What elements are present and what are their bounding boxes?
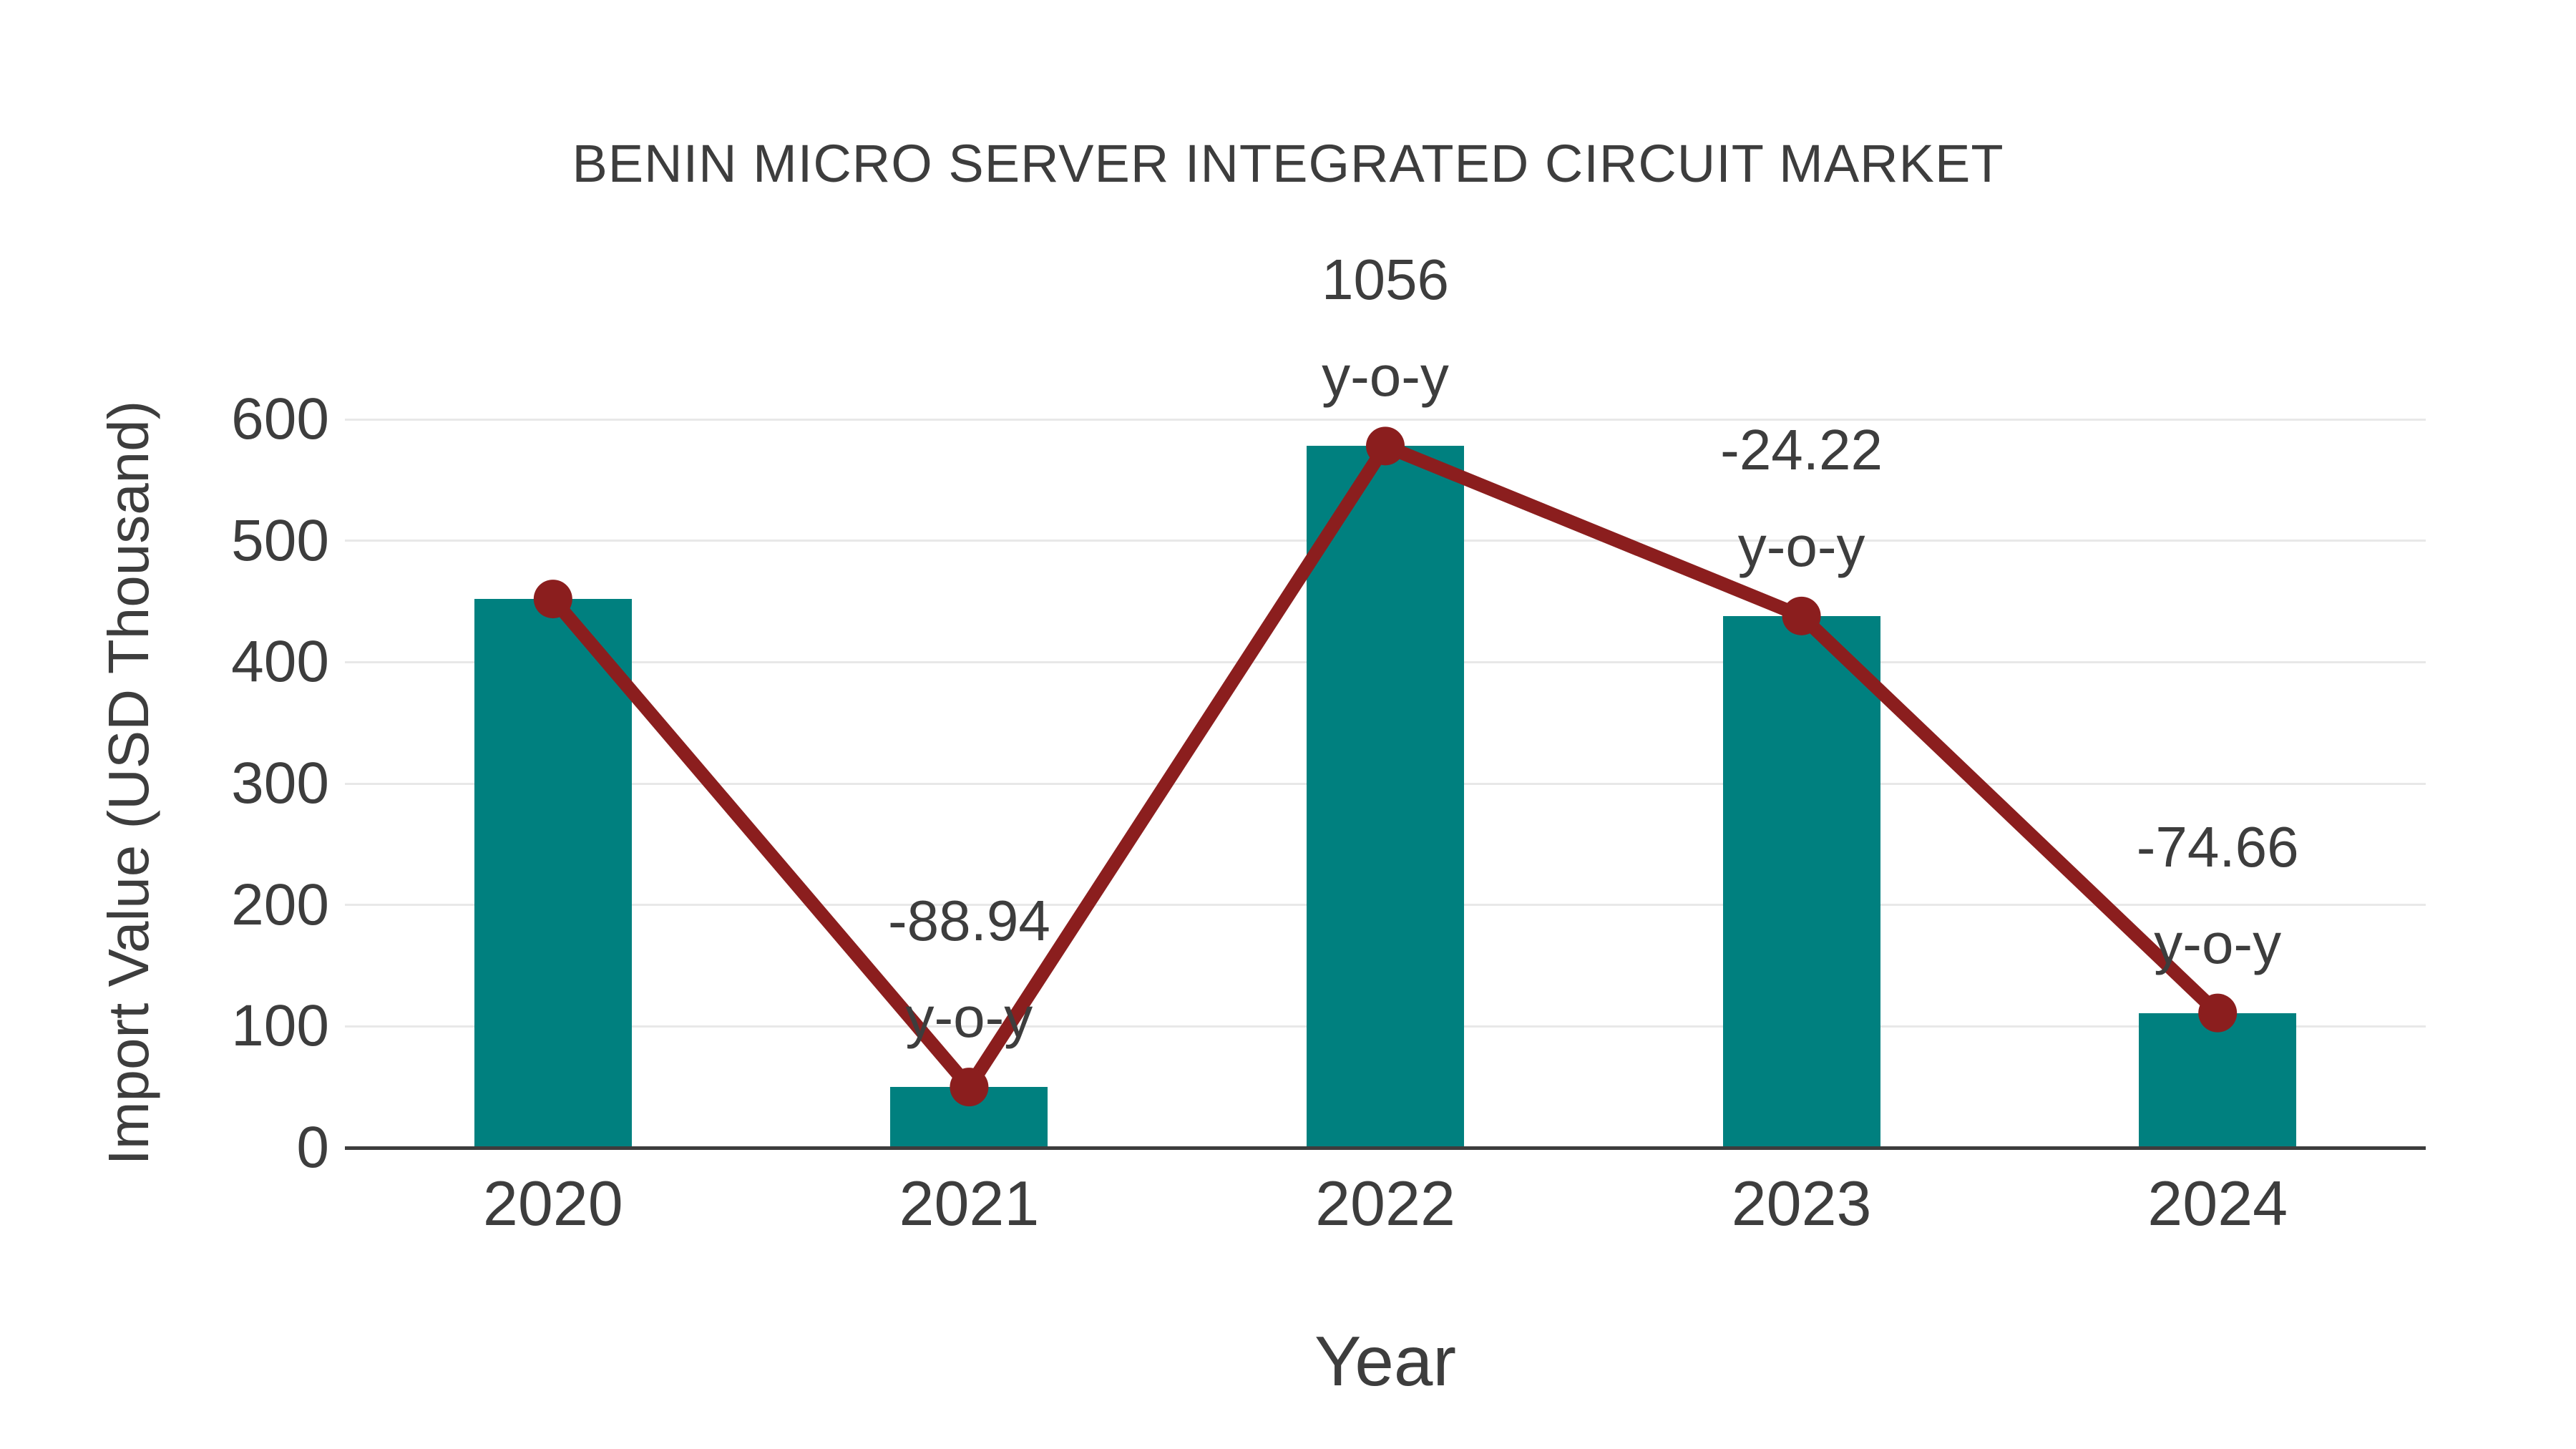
- yoy-annotation-2023: -24.22 y-o-y: [1720, 401, 1883, 595]
- bar-2020: [474, 599, 632, 1148]
- annotation-line: -24.22: [1720, 417, 1883, 482]
- line-marker-2021: [950, 1068, 989, 1107]
- trend-line-layer: [533, 426, 2238, 1107]
- gridline-600: [345, 418, 2426, 421]
- y-tick-label-400: 400: [231, 629, 329, 695]
- annotation-line: y-o-y: [1737, 514, 1865, 578]
- bar-2023: [1722, 615, 1880, 1148]
- x-axis-line: [345, 1146, 2426, 1150]
- line-marker-2022: [1366, 426, 1405, 466]
- plot-area: [345, 418, 2426, 1150]
- chart-title: BENIN MICRO SERVER INTEGRATED CIRCUIT MA…: [572, 134, 2004, 193]
- annotation-line: -74.66: [2136, 814, 2299, 879]
- y-tick-label-100: 100: [231, 993, 329, 1059]
- bar-2024: [2139, 1013, 2297, 1148]
- y-tick-label-500: 500: [231, 507, 329, 573]
- line-marker-2020: [533, 580, 572, 619]
- y-tick-label-0: 0: [296, 1115, 329, 1180]
- bar-2022: [1307, 446, 1464, 1148]
- line-marker-2023: [1782, 596, 1821, 635]
- y-tick-label-600: 600: [231, 386, 329, 452]
- x-tick-label-2021: 2021: [899, 1168, 1040, 1239]
- annotation-line: y-o-y: [1322, 344, 1449, 409]
- y-tick-label-300: 300: [231, 751, 329, 816]
- annotation-line: y-o-y: [905, 985, 1033, 1050]
- x-axis-title: Year: [1314, 1322, 1456, 1400]
- line-marker-2024: [2198, 993, 2238, 1033]
- yoy-annotation-2022: 1056 y-o-y: [1322, 231, 1449, 424]
- y-tick-label-200: 200: [231, 872, 329, 937]
- trend-line: [547, 439, 2223, 1094]
- x-tick-label-2022: 2022: [1315, 1168, 1455, 1239]
- x-tick-label-2023: 2023: [1731, 1168, 1872, 1239]
- x-tick-label-2020: 2020: [482, 1168, 623, 1239]
- yoy-annotation-2021: -88.94 y-o-y: [888, 872, 1050, 1065]
- x-tick-label-2024: 2024: [2147, 1168, 2288, 1239]
- annotation-line: 1056: [1322, 248, 1449, 312]
- annotation-line: y-o-y: [2154, 911, 2282, 975]
- yoy-annotation-2024: -74.66 y-o-y: [2137, 799, 2299, 992]
- annotation-line: -88.94: [887, 889, 1050, 953]
